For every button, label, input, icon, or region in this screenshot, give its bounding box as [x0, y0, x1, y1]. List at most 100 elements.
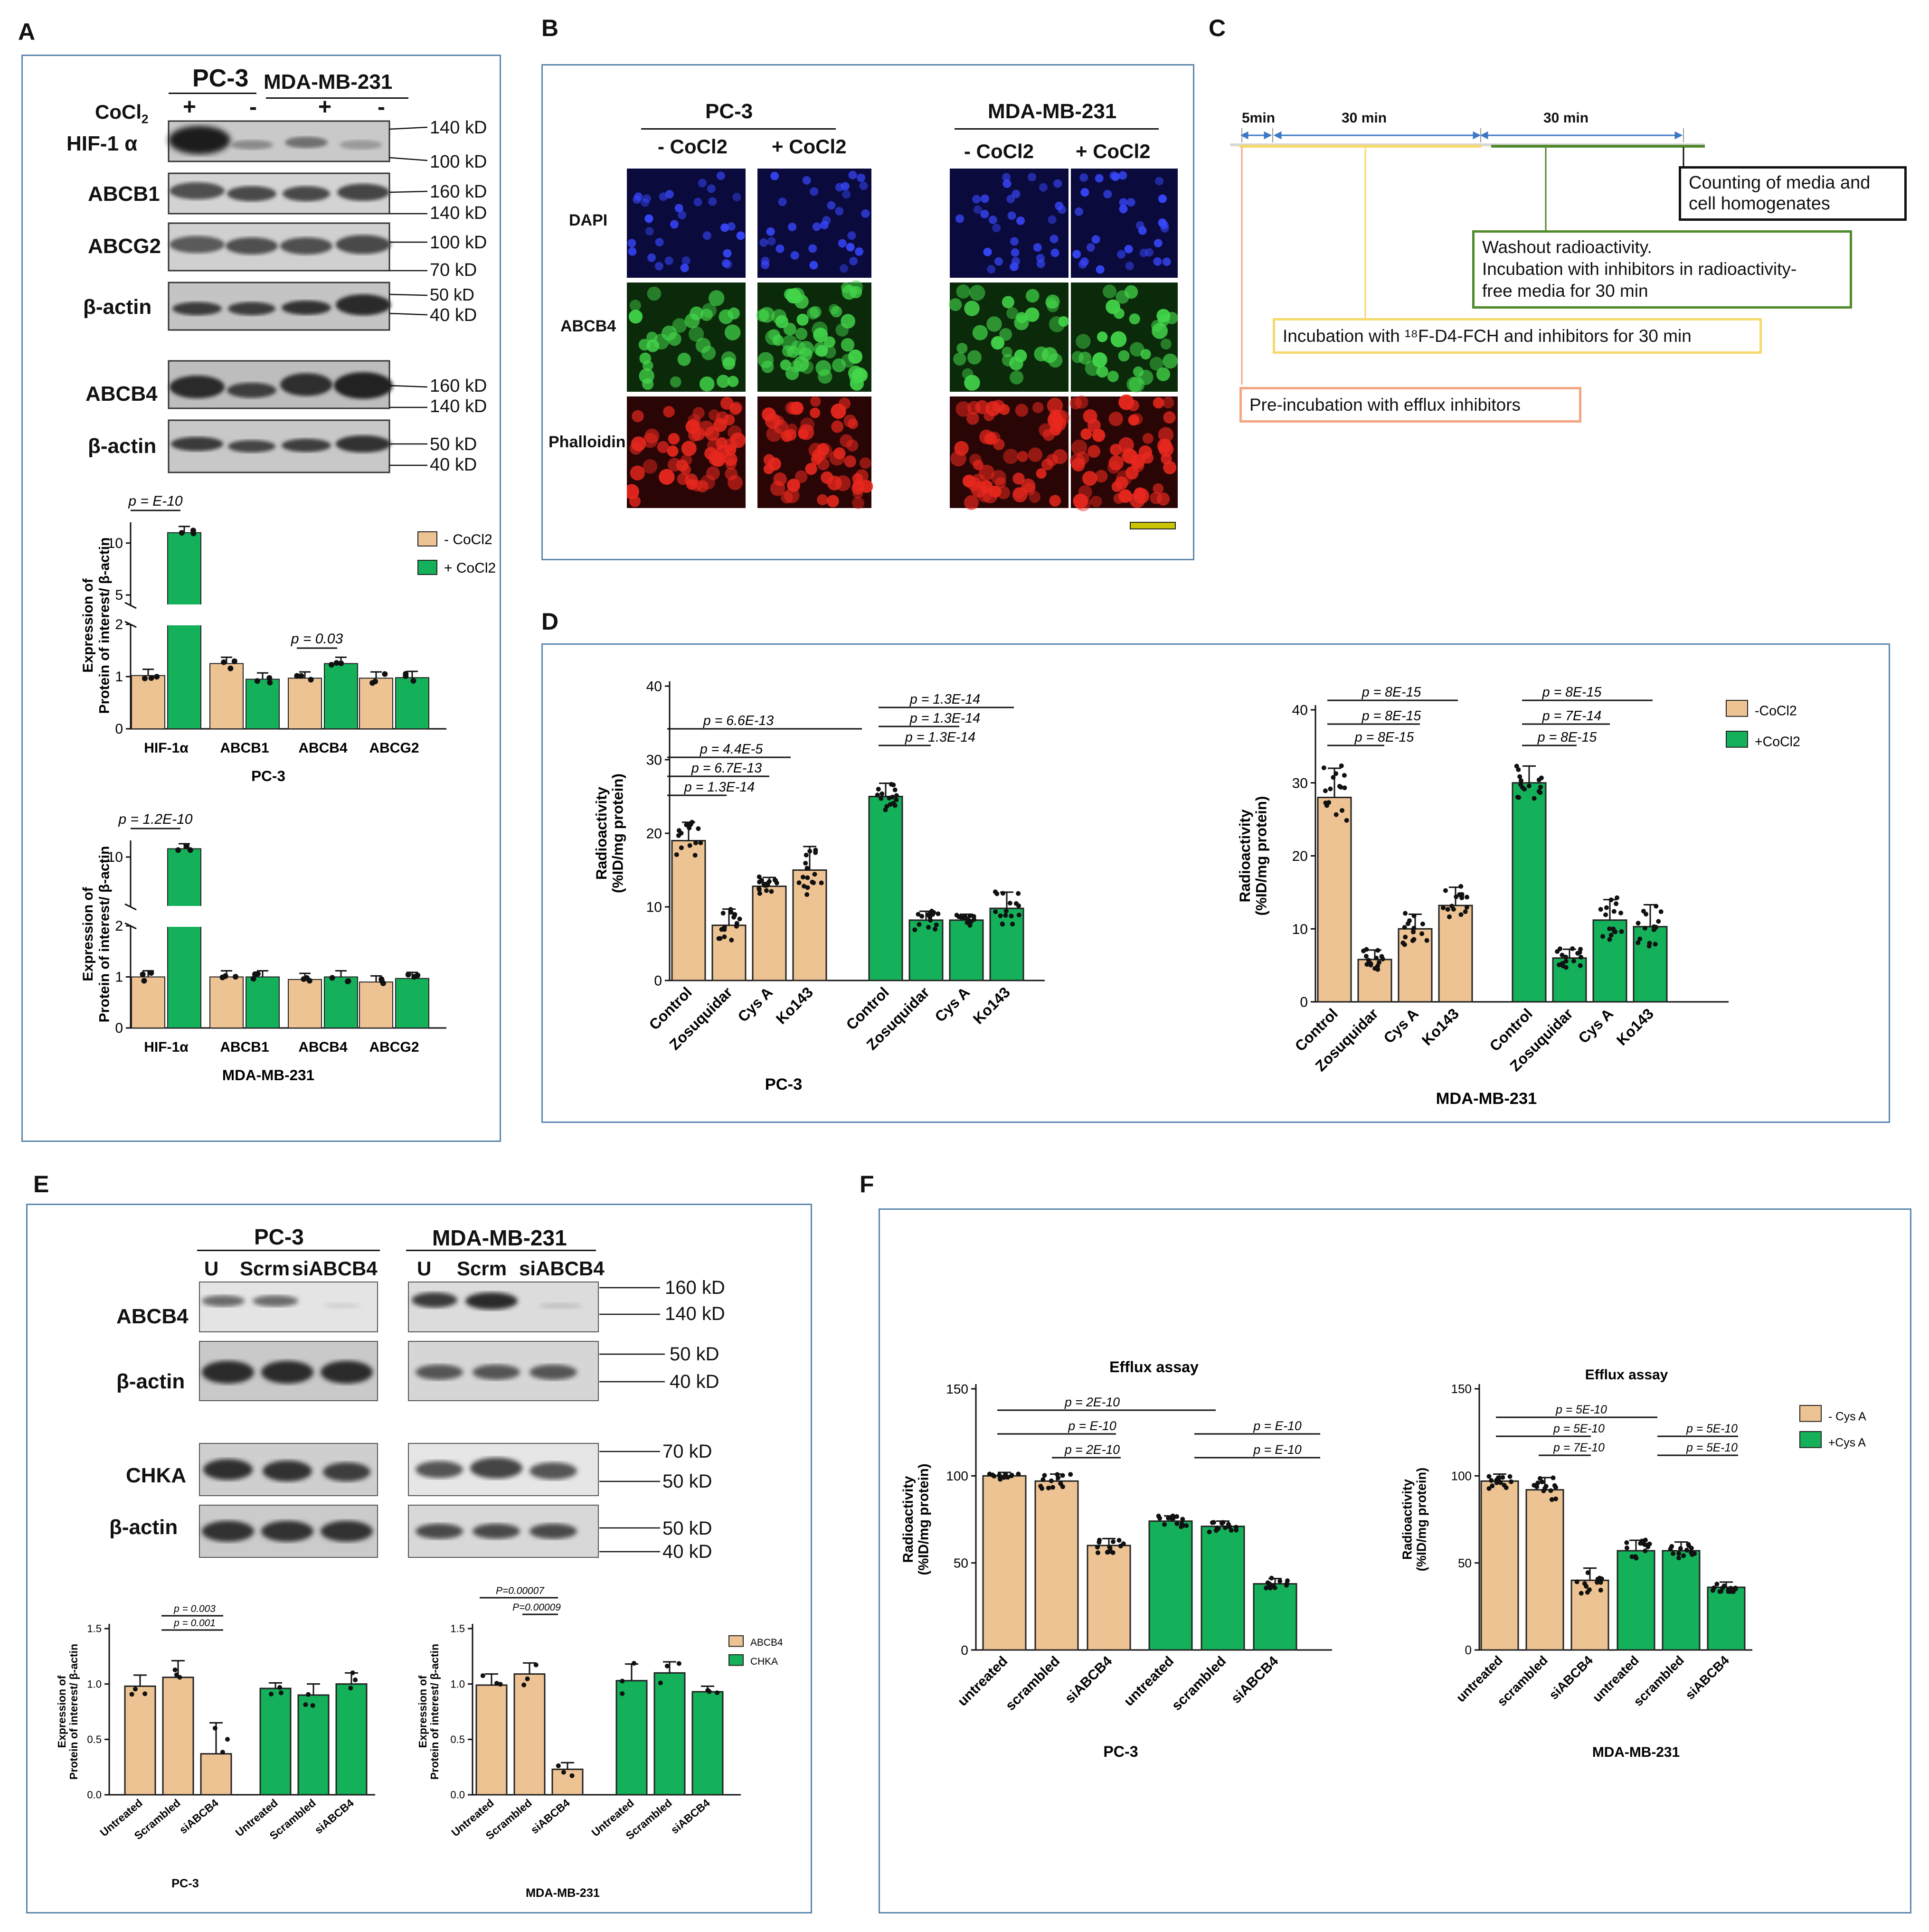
data-point: [997, 1476, 1002, 1481]
marker-a-10: 140 kD: [430, 396, 487, 416]
panel-label-d: D: [541, 608, 559, 635]
cell-phalloidin: [985, 401, 1001, 416]
cell-dapi: [992, 224, 1001, 233]
blot-a-underline-pc3: [169, 93, 256, 94]
data-point: [1424, 938, 1429, 943]
x-tick-label: scrambled: [1169, 1653, 1229, 1714]
data-point: [1624, 1540, 1629, 1546]
cell-abcb4: [972, 325, 988, 340]
cell-phalloidin: [1108, 412, 1123, 426]
data-point: [1654, 904, 1659, 909]
cell-phalloidin: [730, 432, 746, 448]
ifa-cond-4: + CoCl2: [1076, 140, 1151, 162]
y-axis-label: Expression ofProtein of interest/ β-acti…: [80, 537, 113, 714]
x-axis-label: PC-3: [171, 1877, 199, 1890]
cell-phalloidin: [1080, 428, 1092, 440]
lane-a-2: -: [249, 94, 257, 120]
cell-dapi: [1050, 248, 1059, 257]
ifa-underline-mda: [955, 128, 1159, 130]
legend-swatch: [1799, 1405, 1822, 1422]
data-point: [936, 911, 941, 916]
blot-e-cell-mda: MDA-MB-231: [432, 1225, 567, 1250]
data-point: [696, 826, 701, 831]
cell-phalloidin: [1073, 493, 1088, 509]
p-value-label: p = 8E-15: [1362, 685, 1421, 700]
cell-dapi: [1119, 205, 1128, 214]
data-point: [1557, 946, 1562, 952]
data-point: [1363, 953, 1369, 959]
cell-abcb4: [785, 366, 799, 380]
cell-dapi: [980, 209, 989, 218]
cell-abcb4: [813, 328, 828, 343]
data-point: [1636, 921, 1641, 926]
data-point: [1458, 912, 1464, 917]
data-point: [804, 892, 810, 897]
data-point: [1656, 919, 1661, 924]
data-point: [1464, 905, 1469, 910]
panel-f-frame: [879, 1208, 1911, 1913]
blot-e-label-actin-1: β-actin: [116, 1370, 185, 1393]
cell-abcb4: [1049, 316, 1065, 332]
data-point: [1223, 1525, 1228, 1530]
cell-abcb4: [1092, 352, 1107, 368]
data-point: [498, 1682, 503, 1687]
cell-abcb4: [639, 352, 652, 365]
data-point: [1642, 925, 1647, 931]
data-point: [892, 787, 898, 792]
cell-phalloidin: [1128, 414, 1140, 426]
cell-dapi: [802, 176, 811, 185]
data-point: [1000, 922, 1005, 927]
data-point: [348, 1686, 353, 1691]
legend-label: + CoCl2: [444, 560, 496, 576]
cell-abcb4: [1138, 369, 1154, 385]
cell-phalloidin: [787, 479, 801, 492]
data-point: [308, 677, 314, 683]
bar-CysA-0: [1148, 1520, 1193, 1651]
cell-dapi: [1119, 198, 1128, 207]
cell-dapi: [720, 223, 729, 232]
cell-phalloidin: [1115, 476, 1128, 490]
cell-phalloidin: [798, 424, 814, 440]
y-tick-label: 10: [646, 900, 662, 915]
cell-abcb4: [1048, 353, 1063, 368]
y-tick-label: 1: [115, 970, 123, 985]
data-point: [1342, 773, 1347, 778]
data-point: [1587, 1587, 1592, 1593]
data-point: [1376, 960, 1381, 965]
data-point: [1411, 937, 1417, 942]
cell-dapi: [1135, 221, 1144, 230]
blot-abcb4: [168, 360, 393, 409]
data-point: [1368, 962, 1373, 968]
bar: [395, 677, 429, 730]
cell-abcb4: [672, 318, 687, 333]
box-preincubation-line1: Pre-incubation with efflux inhibitors: [1249, 395, 1521, 415]
data-point: [916, 912, 921, 917]
legend-swatch: [1726, 700, 1748, 717]
blot-e-label-chka: CHKA: [126, 1464, 187, 1487]
cell-abcb4: [1163, 353, 1178, 369]
cell-abcb4: [677, 352, 691, 366]
cell-phalloidin: [1087, 445, 1101, 458]
marker-a-4: 140 kD: [430, 203, 487, 223]
data-point: [225, 1737, 230, 1742]
data-point: [804, 852, 809, 858]
cell-phalloidin: [1041, 458, 1054, 471]
cell-dapi: [1103, 189, 1112, 198]
data-point: [967, 923, 973, 928]
panel-a-blots: [168, 120, 428, 473]
cell-phalloidin: [1047, 397, 1063, 414]
data-point: [1684, 1547, 1689, 1553]
cell-dapi: [647, 253, 656, 262]
cell-phalloidin: [831, 420, 844, 433]
data-point: [765, 881, 770, 886]
cell-abcb4: [1102, 284, 1116, 299]
marker-a-12: 40 kD: [430, 455, 477, 475]
data-point: [1574, 1579, 1579, 1584]
p-value-label: p = 1.3E-14: [909, 711, 980, 726]
data-point: [894, 797, 899, 802]
data-point: [303, 1702, 308, 1707]
y-tick-label: 40: [1292, 703, 1308, 718]
cell-phalloidin: [1036, 468, 1047, 479]
